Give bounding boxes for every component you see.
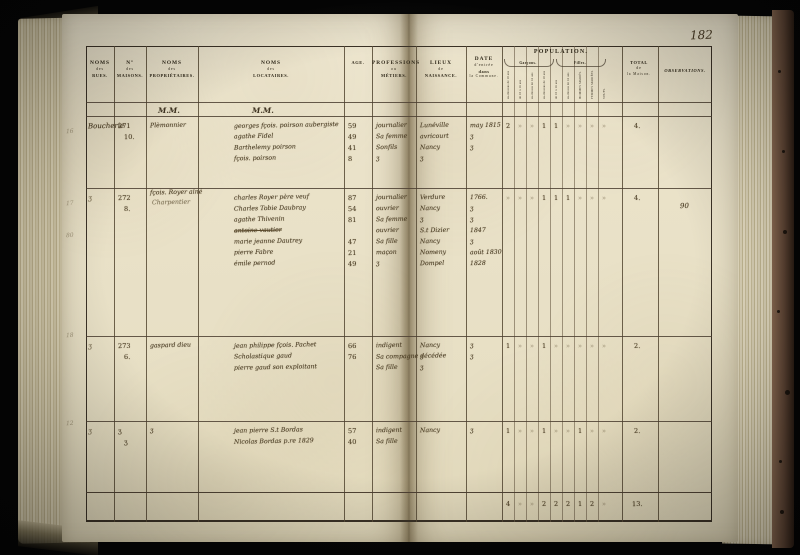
row-rule: [86, 102, 712, 103]
handwritten-entry: ʒ: [123, 437, 128, 447]
handwritten-entry: 1: [541, 426, 547, 436]
column-rule: [658, 46, 659, 522]
column-rule: [344, 46, 345, 522]
header-observations: OBSERVATIONS.: [664, 68, 706, 73]
handwritten-entry: 1: [505, 426, 511, 436]
handwritten-entry: ʒ: [87, 426, 93, 436]
margin-note: 16: [65, 127, 74, 136]
row-rule: [86, 116, 712, 117]
margin-note: 18: [65, 331, 74, 340]
row-rule: [86, 336, 712, 337]
header-age: AGE.: [351, 60, 365, 65]
column-rule: [114, 46, 115, 522]
handwritten-entry: 2: [565, 499, 571, 509]
column-rule: [598, 46, 599, 522]
handwritten-entry: Nicolas Bordas p.re 1829: [233, 437, 314, 446]
column-rule: [538, 46, 539, 522]
population-group-filles: Filles.: [573, 61, 587, 65]
handwritten-entry: ʒ: [469, 426, 474, 435]
column-rule: [586, 46, 587, 522]
handwritten-entry: 40: [347, 437, 357, 447]
book-cover-spine: [772, 10, 794, 548]
margin-note: 17: [65, 199, 74, 208]
handwritten-entry: jean pierre S.t Bordas: [233, 426, 303, 435]
table-row: ʒ ʒ ʒ ʒ jean pierre S.t Bordas 57 indigent Nanc…: [86, 46, 712, 522]
header-lieux: LIEUX de NAISSANCE.: [424, 60, 458, 78]
handwritten-entry: 2: [589, 499, 595, 509]
column-rule: [146, 46, 147, 522]
handwritten-entry: ʒ: [117, 426, 122, 436]
handwritten-entry: indigent: [375, 426, 403, 435]
column-rule: [416, 46, 417, 522]
column-rule: [562, 46, 563, 522]
handwritten-entry: »: [529, 426, 535, 436]
mm-marker-locataires: M.M.: [252, 106, 274, 115]
handwritten-entry: »: [601, 426, 607, 436]
header-rues: NOMS des RUES.: [89, 60, 111, 78]
column-rule: [372, 46, 373, 522]
table-header: NOMS des RUES. Nº des MAISONS. NOMS des PROPRIÉT…: [86, 46, 712, 102]
handwritten-entry: ʒ: [149, 426, 154, 435]
header-proprietaires: NOMS des PROPRIÉTAIRES.: [149, 60, 195, 78]
margin-note: 80: [65, 231, 74, 240]
population-header-title: POPULATION.: [533, 49, 589, 55]
table-border: [86, 46, 712, 522]
cover-blemishes: [774, 10, 792, 548]
handwritten-entry: »: [529, 499, 535, 509]
handwritten-entry: »: [601, 499, 607, 509]
header-date: DATE d'entrée dans la Commune.: [469, 56, 499, 78]
column-rule: [622, 46, 623, 522]
header-locataires: NOMS des LOCATAIRES.: [253, 60, 289, 78]
handwritten-entry: 13.: [631, 499, 643, 509]
register-table: NOMS des RUES. Nº des MAISONS. NOMS des PROPRIÉT…: [86, 46, 712, 522]
handwritten-entry: 57: [347, 426, 357, 436]
row-rule: [86, 188, 712, 189]
margin-note: 12: [65, 419, 74, 428]
column-rule: [198, 46, 199, 522]
handwritten-entry: 2: [541, 499, 547, 509]
column-rule: [574, 46, 575, 522]
handwritten-entry: 2: [553, 499, 559, 509]
header-total: TOTAL de la Maison.: [627, 60, 651, 76]
population-group-garcons: Garçons.: [519, 61, 537, 65]
handwritten-entry: 1: [577, 499, 583, 509]
header-professions: PROFESSIONS ou MÉTIERS.: [372, 60, 421, 78]
handwritten-entry: 2.: [633, 426, 641, 436]
page-gutter: [400, 14, 418, 542]
column-rule: [502, 46, 503, 522]
header-maisons: Nº des MAISONS.: [116, 60, 144, 78]
column-rule: [526, 46, 527, 522]
folio-number: 182: [689, 27, 714, 43]
handwritten-entry: Nancy: [419, 426, 441, 435]
handwritten-entry: »: [565, 426, 571, 436]
column-rule: [466, 46, 467, 522]
row-rule: [86, 492, 712, 493]
handwritten-entry: Sa fille: [375, 437, 398, 446]
row-rule: [86, 421, 712, 422]
column-rule: [550, 46, 551, 522]
handwritten-entry: »: [517, 499, 523, 509]
mm-marker-proprietaires: M.M.: [158, 106, 180, 115]
column-rule: [514, 46, 515, 522]
handwritten-entry: 1: [577, 426, 583, 436]
handwritten-entry: »: [517, 426, 523, 436]
handwritten-entry: »: [553, 426, 559, 436]
handwritten-entry: »: [589, 426, 595, 436]
handwritten-entry: 4: [505, 499, 511, 509]
